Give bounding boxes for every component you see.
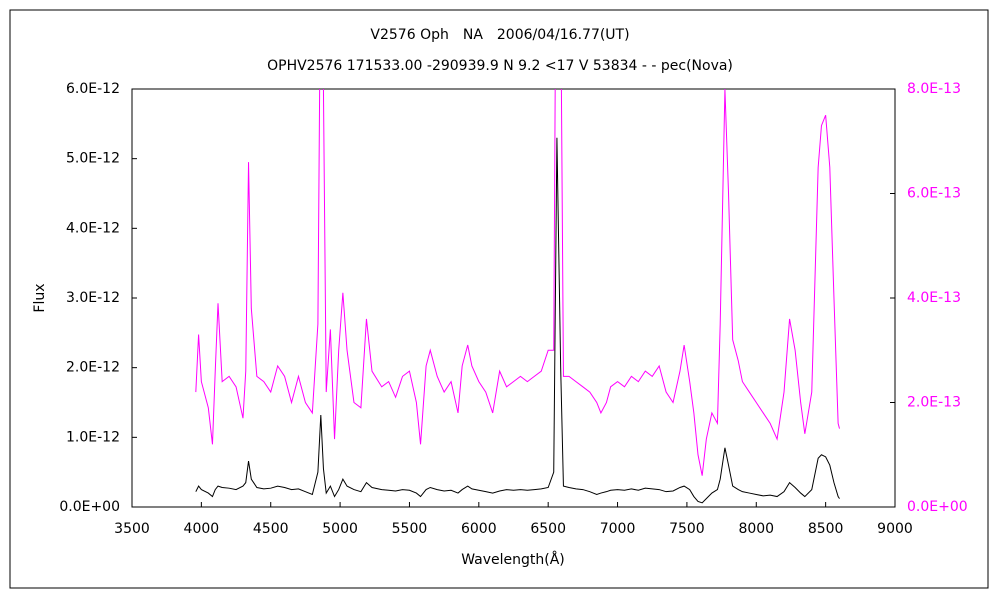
x-axis-label: Wavelength(Å) [461, 551, 565, 568]
x-tick-label: 4000 [184, 521, 220, 537]
x-tick-label: 6500 [530, 521, 566, 537]
x-tick-label: 9000 [877, 521, 913, 537]
y-tick-label: 0.0E+00 [59, 499, 120, 515]
lines [195, 89, 840, 504]
y2-tick-label: 0.0E+00 [907, 499, 968, 515]
spectrum-line [195, 89, 840, 476]
spectrum-line [195, 137, 840, 504]
y-tick-label: 4.0E-12 [66, 220, 120, 236]
x-tick-label: 4500 [253, 521, 289, 537]
y2-tick-label: 8.0E-13 [907, 81, 961, 97]
x-tick-label: 3500 [114, 521, 150, 537]
y2-tick-label: 6.0E-13 [907, 186, 961, 202]
x-tick-label: 5500 [392, 521, 428, 537]
chart-title: V2576 Oph NA 2006/04/16.77(UT) [370, 27, 629, 43]
y-tick-label: 3.0E-12 [66, 290, 120, 306]
y2-tick-label: 4.0E-13 [907, 290, 961, 306]
x-tick-label: 7500 [669, 521, 705, 537]
chart-subtitle: OPHV2576 171533.00 -290939.9 N 9.2 <17 V… [267, 58, 733, 74]
y-axis-label: Flux [32, 283, 48, 312]
x-tick-label: 5000 [322, 521, 358, 537]
y-tick-label: 6.0E-12 [66, 81, 120, 97]
x-tick-label: 8000 [738, 521, 774, 537]
chart-border [9, 9, 989, 589]
x-tick-label: 6000 [461, 521, 497, 537]
y-tick-label: 2.0E-12 [66, 360, 120, 376]
y-tick-label: 1.0E-12 [66, 429, 120, 445]
y-tick-label: 5.0E-12 [66, 151, 120, 167]
x-tick-label: 8500 [808, 521, 844, 537]
x-tick-label: 7000 [600, 521, 636, 537]
y2-tick-label: 2.0E-13 [907, 395, 961, 411]
